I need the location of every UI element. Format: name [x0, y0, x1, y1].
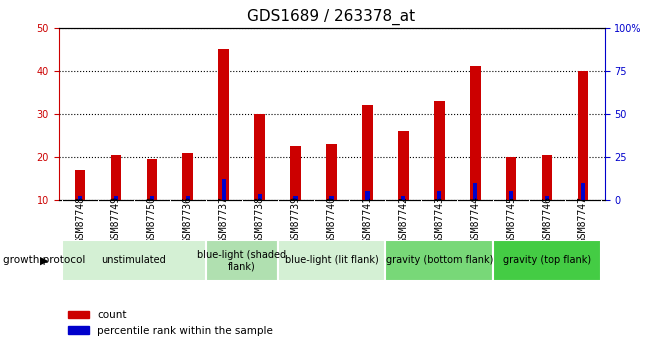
Text: gravity (bottom flank): gravity (bottom flank) — [385, 256, 493, 265]
Text: gravity (top flank): gravity (top flank) — [503, 256, 591, 265]
Bar — [186, 196, 190, 200]
FancyBboxPatch shape — [278, 240, 385, 281]
Bar — [218, 49, 229, 200]
Bar — [473, 183, 477, 200]
Text: GSM87740: GSM87740 — [326, 196, 337, 244]
Bar — [541, 155, 552, 200]
Bar — [111, 155, 122, 200]
Bar — [254, 114, 265, 200]
Bar — [470, 66, 480, 200]
Text: blue-light (lit flank): blue-light (lit flank) — [285, 256, 378, 265]
Bar — [183, 152, 193, 200]
Bar — [290, 146, 301, 200]
Bar — [434, 101, 445, 200]
FancyBboxPatch shape — [62, 240, 206, 281]
Bar — [398, 131, 409, 200]
Text: GSM87736: GSM87736 — [183, 196, 193, 244]
Bar — [362, 105, 373, 200]
Text: GSM87749: GSM87749 — [111, 196, 121, 244]
FancyBboxPatch shape — [385, 240, 493, 281]
Text: GSM87744: GSM87744 — [470, 196, 480, 244]
Legend: count, percentile rank within the sample: count, percentile rank within the sample — [64, 306, 277, 340]
Text: GSM87743: GSM87743 — [434, 196, 444, 244]
Bar — [509, 191, 514, 200]
Bar — [257, 194, 262, 200]
FancyBboxPatch shape — [493, 240, 601, 281]
Text: growth protocol: growth protocol — [3, 256, 86, 265]
Text: ▶: ▶ — [40, 256, 49, 265]
Text: unstimulated: unstimulated — [101, 256, 166, 265]
Text: GSM87750: GSM87750 — [147, 196, 157, 244]
Text: GSM87747: GSM87747 — [578, 196, 588, 244]
Bar — [146, 159, 157, 200]
Title: GDS1689 / 263378_at: GDS1689 / 263378_at — [248, 9, 415, 25]
Bar — [506, 157, 517, 200]
Bar — [222, 179, 226, 200]
Text: GSM87738: GSM87738 — [255, 196, 265, 244]
Text: GSM87739: GSM87739 — [291, 196, 300, 244]
Text: GSM87742: GSM87742 — [398, 196, 408, 244]
Bar — [114, 196, 118, 200]
Bar — [437, 191, 441, 200]
Text: GSM87737: GSM87737 — [219, 196, 229, 244]
Bar — [578, 71, 588, 200]
Bar — [293, 196, 298, 200]
Bar — [545, 196, 549, 200]
Bar — [330, 196, 333, 200]
Bar — [401, 196, 406, 200]
Bar — [581, 183, 585, 200]
Bar — [75, 170, 85, 200]
Bar — [150, 196, 154, 200]
Bar — [326, 144, 337, 200]
FancyBboxPatch shape — [206, 240, 278, 281]
Text: blue-light (shaded
flank): blue-light (shaded flank) — [197, 250, 286, 271]
Bar — [78, 196, 82, 200]
Text: GSM87745: GSM87745 — [506, 196, 516, 244]
Bar — [365, 191, 370, 200]
Text: GSM87746: GSM87746 — [542, 196, 552, 244]
Text: GSM87741: GSM87741 — [363, 196, 372, 244]
Text: GSM87748: GSM87748 — [75, 196, 85, 244]
